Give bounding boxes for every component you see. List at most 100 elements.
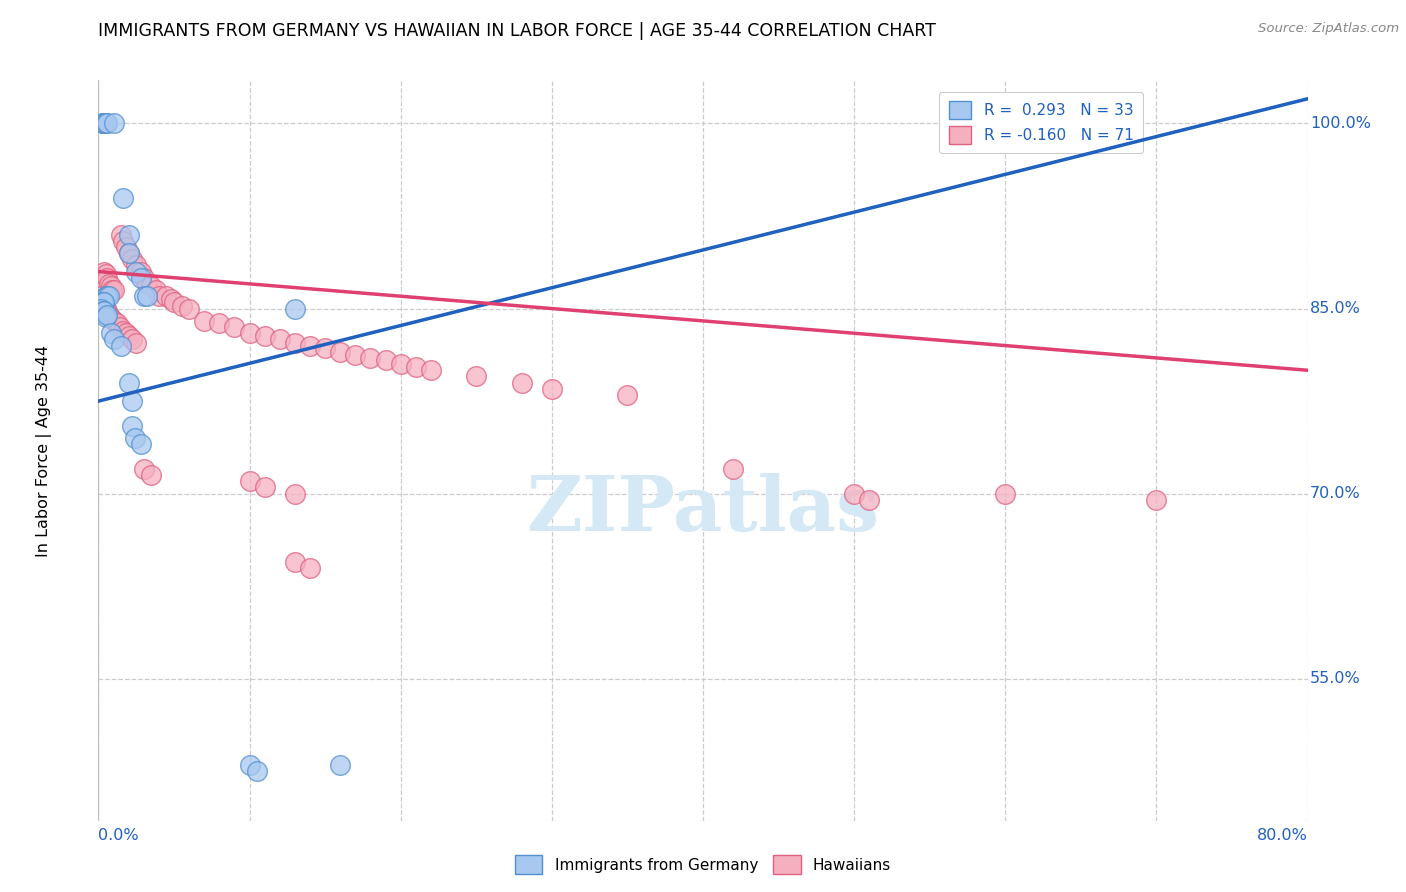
Point (100, 279, 122, 293)
Point (239, 475, 262, 489)
Point (405, 359, 427, 374)
Point (94, 267, 117, 281)
Point (540, 382, 562, 396)
Point (360, 351, 382, 365)
Point (111, 324, 134, 338)
Point (91, 295, 114, 310)
Text: IMMIGRANTS FROM GERMANY VS HAWAIIAN IN LABOR FORCE | AGE 35-44 CORRELATION CHART: IMMIGRANTS FROM GERMANY VS HAWAIIAN IN L… (98, 22, 936, 40)
Point (103, 116, 125, 130)
Point (91, 295, 114, 310)
Point (121, 332, 143, 346)
Text: 55.0%: 55.0% (1310, 672, 1361, 686)
Point (114, 326, 136, 341)
Point (148, 289, 170, 303)
Point (103, 283, 125, 297)
Point (239, 326, 262, 341)
Point (96, 304, 118, 318)
Point (844, 486, 866, 500)
Point (93, 295, 115, 310)
Point (98, 289, 121, 303)
Point (121, 252, 143, 267)
Point (108, 320, 131, 334)
Point (1115, 116, 1137, 130)
Point (177, 301, 201, 316)
Point (96, 116, 118, 130)
Point (124, 431, 146, 445)
Point (163, 295, 186, 310)
Point (329, 344, 352, 359)
Point (94, 310, 117, 325)
Text: 80.0%: 80.0% (1257, 828, 1308, 843)
Point (314, 341, 336, 355)
Point (132, 289, 155, 303)
Point (246, 764, 269, 779)
Point (125, 258, 148, 272)
Point (132, 462, 155, 476)
Point (93, 298, 115, 312)
Point (129, 437, 152, 451)
Point (98, 277, 121, 291)
Text: In Labor Force | Age 35-44: In Labor Force | Age 35-44 (37, 344, 52, 557)
Point (111, 190, 134, 204)
Point (96, 289, 118, 303)
Point (91, 116, 114, 130)
Point (721, 462, 744, 476)
Point (118, 246, 141, 260)
Point (1144, 492, 1167, 507)
Point (118, 328, 141, 343)
Point (208, 317, 231, 331)
Point (94, 116, 117, 130)
Point (141, 279, 163, 293)
Point (269, 332, 291, 346)
Point (616, 388, 638, 402)
Point (93, 304, 115, 318)
Point (224, 320, 246, 334)
Point (329, 758, 352, 772)
Point (100, 311, 122, 326)
Point (344, 348, 367, 362)
Point (91, 116, 114, 130)
Point (103, 314, 125, 328)
Point (111, 234, 134, 248)
Point (284, 486, 307, 500)
Text: 100.0%: 100.0% (1310, 116, 1371, 131)
Point (93, 116, 115, 130)
Point (129, 264, 152, 278)
Point (858, 492, 880, 507)
Point (110, 338, 132, 352)
Text: 0.0%: 0.0% (98, 828, 139, 843)
Point (90, 292, 112, 306)
Point (118, 376, 141, 390)
Point (125, 336, 148, 351)
Point (91, 304, 114, 318)
Point (121, 394, 143, 409)
Point (91, 270, 114, 285)
Text: 70.0%: 70.0% (1310, 486, 1361, 501)
Point (98, 308, 121, 322)
Point (419, 363, 441, 377)
Point (96, 270, 118, 285)
Point (90, 301, 112, 316)
Point (160, 292, 183, 306)
Legend: Immigrants from Germany, Hawaiians: Immigrants from Germany, Hawaiians (509, 849, 897, 880)
Point (94, 289, 117, 303)
Point (155, 289, 177, 303)
Point (93, 264, 115, 278)
Point (253, 480, 276, 494)
Point (100, 326, 122, 341)
Point (110, 227, 132, 242)
Point (118, 246, 141, 260)
Point (101, 283, 124, 297)
Point (135, 289, 157, 303)
Point (114, 240, 136, 254)
Point (103, 332, 125, 346)
Point (132, 270, 155, 285)
Point (96, 308, 118, 322)
Point (145, 283, 167, 297)
Point (284, 336, 307, 351)
Point (118, 227, 141, 242)
Point (93, 116, 115, 130)
Point (129, 270, 152, 285)
Point (141, 468, 163, 483)
Point (239, 758, 262, 772)
